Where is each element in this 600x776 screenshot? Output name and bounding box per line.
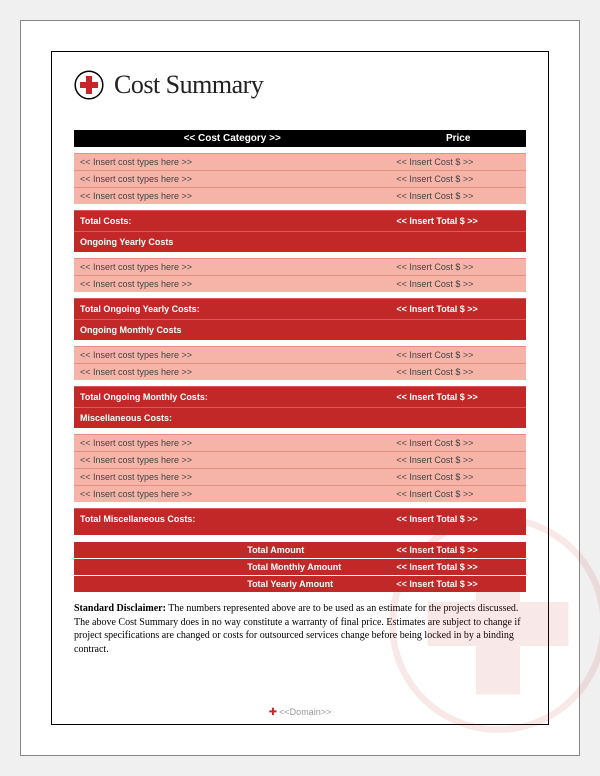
table-row: << Insert cost types here >><< Insert Co… xyxy=(74,486,526,503)
page: Cost Summary << Cost Category >> Price <… xyxy=(20,20,580,756)
table-row: << Insert cost types here >><< Insert Co… xyxy=(74,452,526,469)
section-total-row: Total Miscellaneous Costs:<< Insert Tota… xyxy=(74,509,526,530)
section-total-row: Total Costs:<< Insert Total $ >> xyxy=(74,211,526,232)
footer-cross-icon: ✚ xyxy=(269,707,277,718)
cross-logo-icon xyxy=(74,70,104,100)
section-heading-row: Miscellaneous Costs: xyxy=(74,408,526,429)
content-frame: Cost Summary << Cost Category >> Price <… xyxy=(51,51,549,725)
section-heading-row: Ongoing Monthly Costs xyxy=(74,320,526,341)
header-category: << Cost Category >> xyxy=(74,130,390,147)
grand-total-row: Total Monthly Amount << Insert Total $ >… xyxy=(74,559,526,576)
table-row: << Insert cost types here >><< Insert Co… xyxy=(74,154,526,171)
cost-table: << Cost Category >> Price << Insert cost… xyxy=(74,130,526,592)
table-row: << Insert cost types here >><< Insert Co… xyxy=(74,347,526,364)
table-row: << Insert cost types here >><< Insert Co… xyxy=(74,469,526,486)
table-row: << Insert cost types here >><< Insert Co… xyxy=(74,259,526,276)
table-header-row: << Cost Category >> Price xyxy=(74,130,526,147)
footer: ✚<<Domain>> xyxy=(52,707,548,718)
grand-total-row: Total Amount << Insert Total $ >> xyxy=(74,542,526,559)
footer-text: <<Domain>> xyxy=(279,707,331,717)
section-heading-row: Ongoing Yearly Costs xyxy=(74,232,526,253)
table-row: << Insert cost types here >><< Insert Co… xyxy=(74,364,526,381)
table-row: << Insert cost types here >><< Insert Co… xyxy=(74,276,526,293)
section-total-row: Total Ongoing Monthly Costs:<< Insert To… xyxy=(74,387,526,408)
section-total-row: Total Ongoing Yearly Costs:<< Insert Tot… xyxy=(74,299,526,320)
table-row: << Insert cost types here >><< Insert Co… xyxy=(74,171,526,188)
disclaimer-label: Standard Disclaimer: xyxy=(74,603,166,614)
table-row: << Insert cost types here >><< Insert Co… xyxy=(74,435,526,452)
header: Cost Summary xyxy=(74,70,526,100)
page-title: Cost Summary xyxy=(114,70,263,100)
disclaimer: Standard Disclaimer: The numbers represe… xyxy=(74,602,526,656)
grand-total-row: Total Yearly Amount << Insert Total $ >> xyxy=(74,576,526,593)
header-price: Price xyxy=(390,130,526,147)
table-row: << Insert cost types here >><< Insert Co… xyxy=(74,188,526,205)
